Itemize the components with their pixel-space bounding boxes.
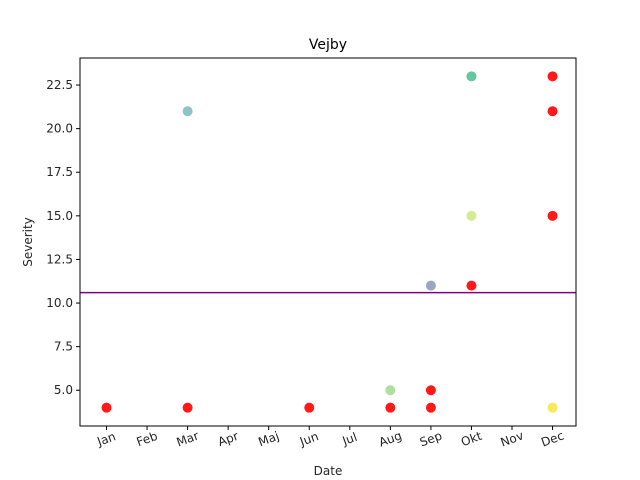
data-point bbox=[466, 280, 477, 291]
data-point bbox=[304, 402, 315, 413]
x-tick-label: Jul bbox=[340, 430, 359, 448]
data-point bbox=[425, 402, 436, 413]
data-point bbox=[466, 210, 477, 221]
y-tick-label: 10.0 bbox=[46, 296, 73, 310]
data-point bbox=[101, 402, 112, 413]
data-point bbox=[425, 280, 436, 291]
plot-frame bbox=[79, 57, 577, 427]
data-point bbox=[182, 106, 193, 117]
data-point bbox=[425, 385, 436, 396]
y-tick-label: 22.5 bbox=[46, 78, 73, 92]
y-tick-label: 17.5 bbox=[46, 165, 73, 179]
x-tick-label: Jan bbox=[94, 429, 117, 449]
data-point bbox=[385, 402, 396, 413]
data-point bbox=[466, 71, 477, 82]
y-axis-label: Severity bbox=[21, 217, 35, 267]
x-axis-label: Date bbox=[314, 464, 343, 478]
x-tick-label: Maj bbox=[256, 429, 281, 449]
chart-title: Vejby bbox=[309, 37, 347, 53]
y-tick-label: 15.0 bbox=[46, 209, 73, 223]
data-point bbox=[385, 385, 396, 396]
x-tick-label: Okt bbox=[459, 429, 484, 449]
data-point bbox=[547, 402, 558, 413]
x-tick-label: Jun bbox=[297, 429, 320, 449]
y-tick-label: 20.0 bbox=[46, 122, 73, 136]
y-tick-label: 5.0 bbox=[54, 383, 73, 397]
y-tick-label: 7.5 bbox=[54, 340, 73, 354]
data-point bbox=[547, 106, 558, 117]
y-tick-label: 12.5 bbox=[46, 252, 73, 266]
x-tick-label: Feb bbox=[135, 429, 160, 449]
data-point bbox=[547, 210, 558, 221]
data-point bbox=[547, 71, 558, 82]
data-point bbox=[182, 402, 193, 413]
x-tick-label: Apr bbox=[216, 429, 240, 449]
